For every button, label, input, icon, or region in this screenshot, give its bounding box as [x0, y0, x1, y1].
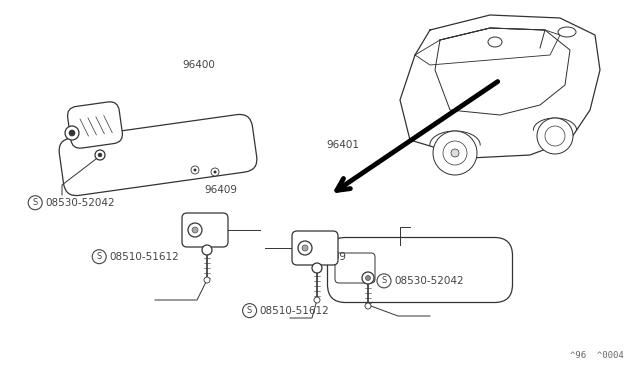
- Circle shape: [204, 277, 210, 283]
- Text: 08510-51612: 08510-51612: [109, 252, 179, 262]
- Circle shape: [28, 196, 42, 210]
- Circle shape: [298, 241, 312, 255]
- Circle shape: [193, 169, 196, 171]
- Circle shape: [365, 276, 371, 280]
- Circle shape: [312, 263, 322, 273]
- Circle shape: [98, 153, 102, 157]
- Circle shape: [95, 150, 105, 160]
- FancyBboxPatch shape: [292, 231, 338, 265]
- Circle shape: [377, 274, 391, 288]
- Text: S: S: [33, 198, 38, 207]
- Circle shape: [537, 118, 573, 154]
- Text: ^96  ^0004: ^96 ^0004: [570, 351, 624, 360]
- Text: 08510-51612: 08510-51612: [260, 306, 330, 315]
- Circle shape: [191, 166, 199, 174]
- Circle shape: [302, 245, 308, 251]
- Ellipse shape: [488, 37, 502, 47]
- Circle shape: [433, 131, 477, 175]
- Text: S: S: [97, 252, 102, 261]
- Text: 96409: 96409: [205, 185, 238, 195]
- FancyBboxPatch shape: [335, 253, 375, 283]
- Circle shape: [92, 250, 106, 264]
- Text: S: S: [247, 306, 252, 315]
- Circle shape: [365, 303, 371, 309]
- Text: S: S: [381, 276, 387, 285]
- Circle shape: [188, 223, 202, 237]
- Ellipse shape: [558, 27, 576, 37]
- Circle shape: [214, 170, 216, 173]
- Text: 96400: 96400: [182, 60, 215, 70]
- Circle shape: [192, 227, 198, 233]
- Circle shape: [65, 126, 79, 140]
- Circle shape: [314, 297, 320, 303]
- FancyBboxPatch shape: [328, 237, 513, 302]
- Circle shape: [362, 272, 374, 284]
- Text: 96401: 96401: [326, 140, 360, 150]
- Circle shape: [69, 130, 75, 136]
- Circle shape: [545, 126, 565, 146]
- Circle shape: [211, 168, 219, 176]
- FancyBboxPatch shape: [59, 115, 257, 196]
- Text: 08530-52042: 08530-52042: [394, 276, 463, 286]
- Text: 96409: 96409: [314, 252, 347, 262]
- Circle shape: [451, 149, 459, 157]
- FancyBboxPatch shape: [68, 102, 122, 148]
- Circle shape: [243, 304, 257, 318]
- Circle shape: [202, 245, 212, 255]
- FancyBboxPatch shape: [182, 213, 228, 247]
- Circle shape: [443, 141, 467, 165]
- Text: 08530-52042: 08530-52042: [45, 198, 115, 208]
